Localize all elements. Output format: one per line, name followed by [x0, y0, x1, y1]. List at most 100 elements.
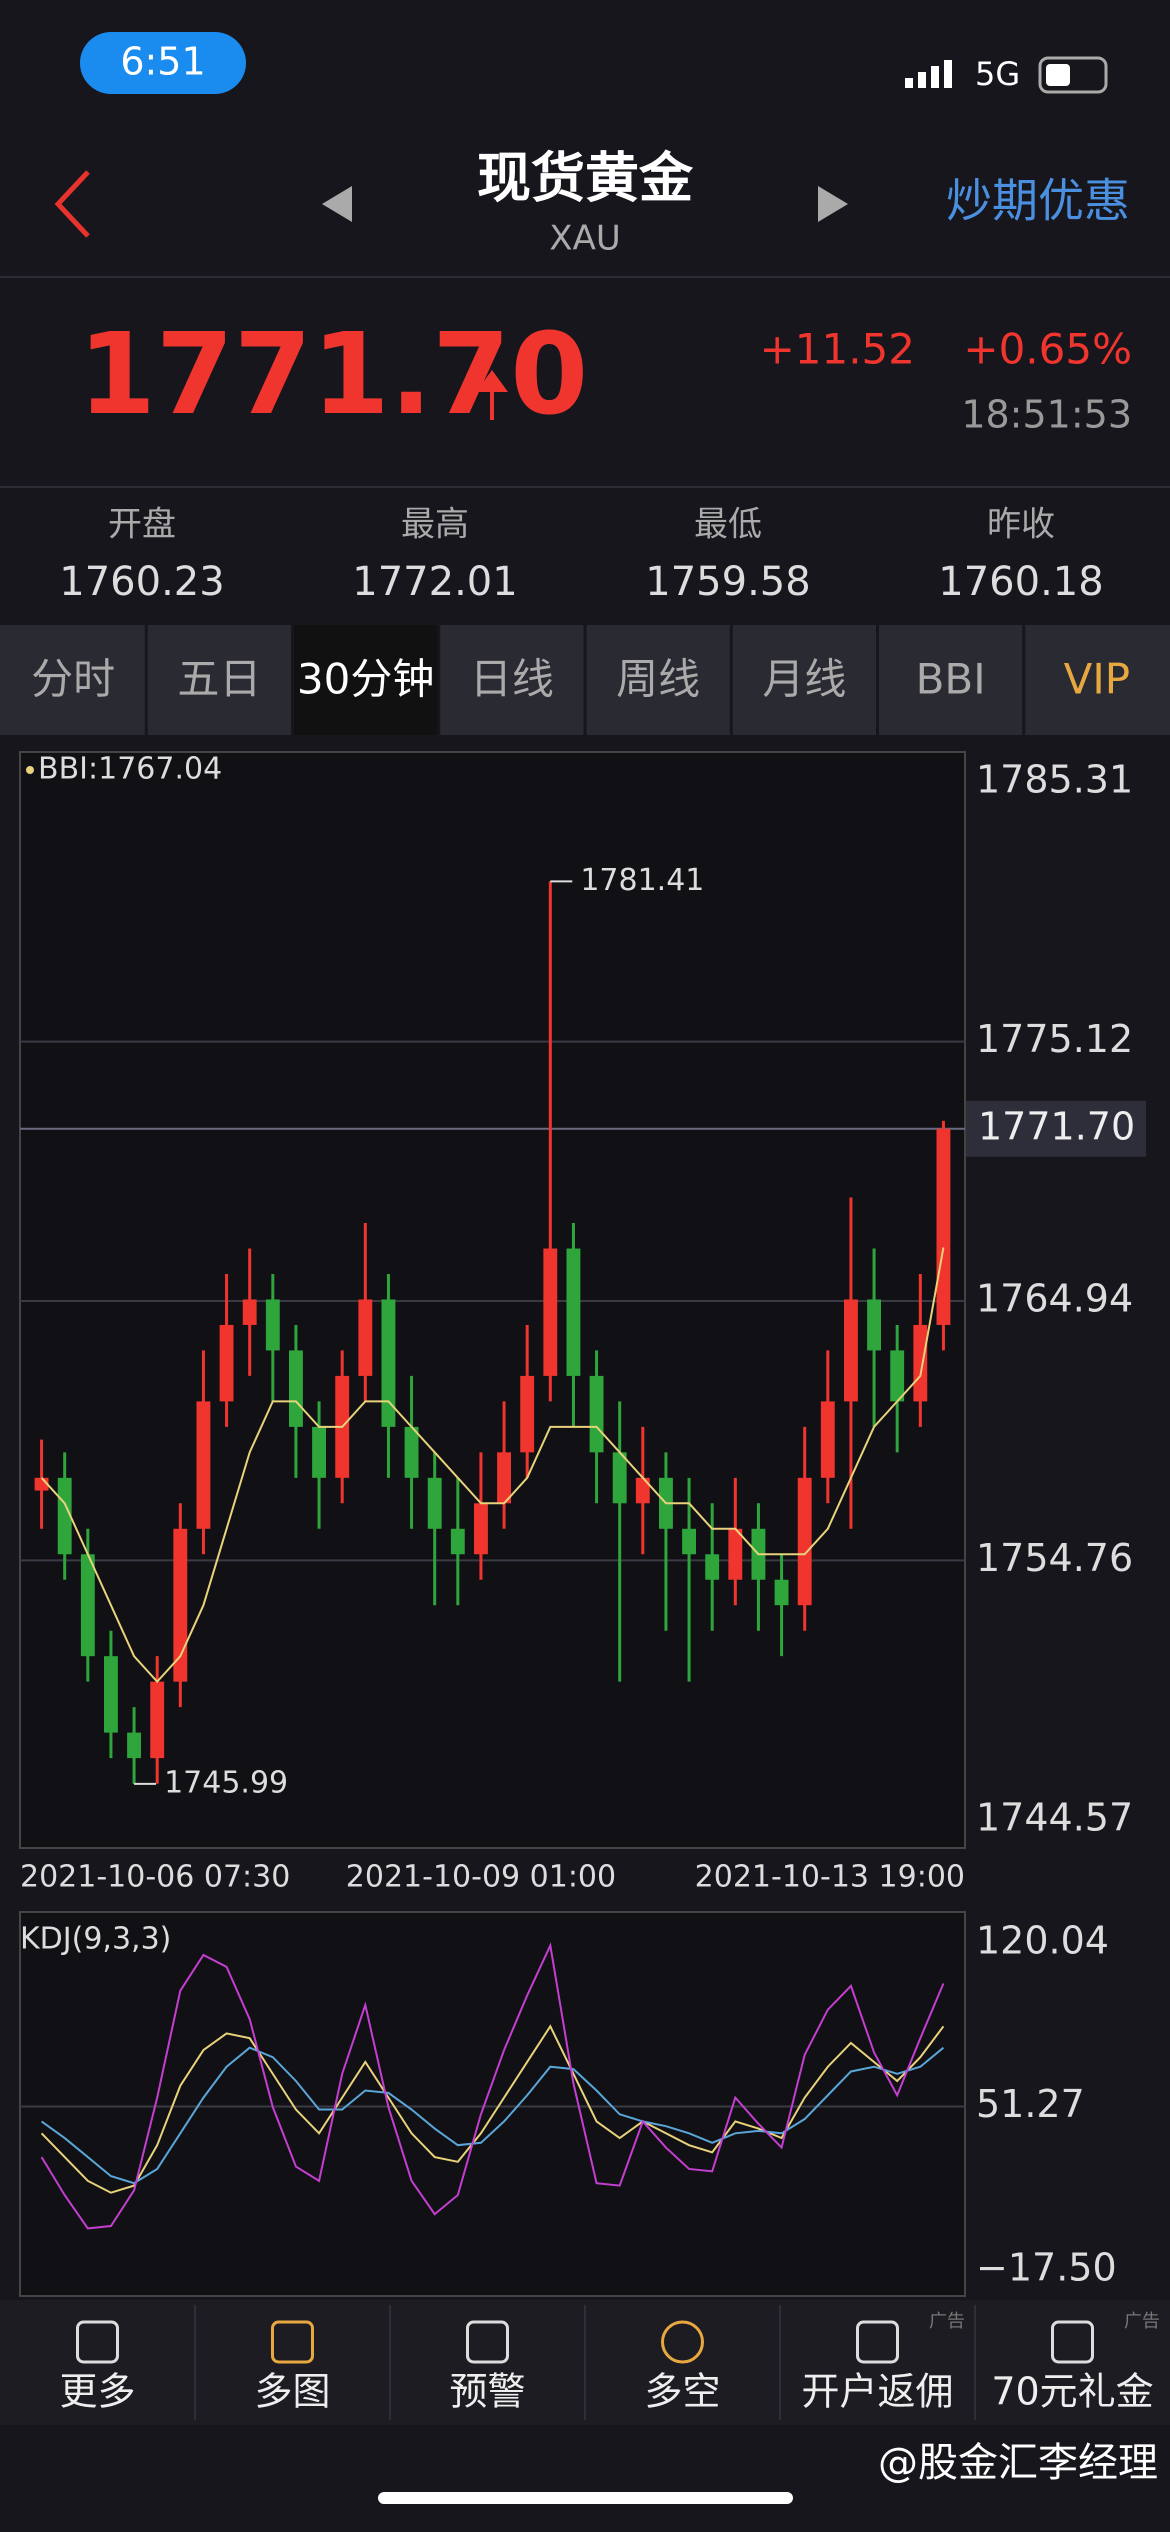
change-pct: +0.65%: [963, 325, 1132, 374]
candle-body: [450, 1528, 465, 1555]
candle-body: [566, 1248, 581, 1376]
nav-label[interactable]: 开户返佣: [801, 2370, 953, 2414]
annotation: 1745.99: [164, 1765, 288, 1800]
network: 5G: [975, 55, 1020, 93]
kdj-line: [40, 2046, 945, 2185]
candle-body: [612, 1452, 627, 1504]
candle-body: [543, 1248, 558, 1376]
battery: [1038, 56, 1108, 94]
y-tick-label: 1754.76: [976, 1536, 1133, 1580]
y-tick-label: 1764.94: [976, 1277, 1133, 1321]
bbi-line: [40, 1247, 945, 1684]
tab[interactable]: BBI: [916, 655, 986, 704]
stat-label: 最低: [694, 505, 762, 545]
nav-label[interactable]: 更多: [59, 2370, 135, 2414]
y-tick-label: 1744.57: [976, 1796, 1133, 1840]
nav-label[interactable]: 多图: [254, 2370, 330, 2414]
candle-body: [150, 1681, 165, 1759]
indicator-label: BBI:1767.04: [38, 752, 222, 787]
status-time: 6:51: [120, 40, 205, 84]
candle-body: [242, 1299, 257, 1325]
time-pill: [80, 32, 246, 94]
x-tick-label: 2021-10-06 07:30: [20, 1860, 290, 1895]
stat-label: 开盘: [108, 505, 176, 545]
y-tick-label: 1785.31: [976, 758, 1133, 802]
candle-body: [404, 1426, 419, 1478]
last-price-label: 1771.70: [978, 1104, 1135, 1148]
nav-icon: [856, 2320, 899, 2364]
stat-value: 1760.23: [59, 559, 224, 605]
candle-body: [381, 1299, 396, 1427]
candle-body: [265, 1299, 280, 1351]
kdj-line: [40, 1942, 945, 2230]
signal-icon: [905, 60, 952, 88]
tab[interactable]: 月线: [762, 655, 846, 704]
nav-label[interactable]: 70元礼金: [991, 2370, 1153, 2414]
candle-body: [774, 1579, 789, 1606]
candle-body: [57, 1477, 72, 1555]
price: 1771.70: [78, 310, 588, 440]
candle-body: [219, 1324, 234, 1402]
title: 现货黄金: [477, 147, 694, 210]
back-button[interactable]: [54, 170, 90, 238]
candle-body: [936, 1128, 951, 1325]
ad-label: 广告: [929, 2311, 965, 2332]
candle-body: [289, 1350, 303, 1427]
home-indicator: [378, 2492, 793, 2504]
tab[interactable]: 五日: [177, 655, 261, 704]
tab[interactable]: 分时: [31, 655, 115, 704]
candle-body: [844, 1299, 858, 1402]
stat-value: 1759.58: [645, 559, 810, 605]
nav-label[interactable]: 预警: [449, 2370, 525, 2414]
candle-body: [196, 1401, 211, 1529]
kdj-title: KDJ(9,3,3): [20, 1922, 171, 1957]
prev-button[interactable]: [322, 186, 352, 222]
candle-body: [867, 1299, 881, 1351]
candle-body: [104, 1656, 118, 1733]
change: +11.52: [760, 325, 915, 374]
candle-body: [173, 1528, 188, 1682]
candle-body: [820, 1401, 835, 1478]
tab[interactable]: VIP: [1064, 655, 1130, 704]
y-tick-label: −17.50: [976, 2246, 1117, 2290]
nav-icon: [76, 2320, 119, 2364]
stat-label: 昨收: [987, 505, 1055, 545]
quote-time: 18:51:53: [961, 393, 1132, 437]
candle-body: [890, 1350, 905, 1402]
next-button[interactable]: [818, 186, 848, 222]
candle-body: [797, 1477, 812, 1606]
nav-icon: [1051, 2320, 1094, 2364]
x-tick-label: 2021-10-09 01:00: [346, 1860, 616, 1895]
candle-body: [589, 1375, 604, 1453]
tab[interactable]: 日线: [470, 655, 554, 704]
kdj-panel: [19, 1911, 966, 2297]
candle-body: [913, 1324, 928, 1402]
battery-level: [1046, 64, 1070, 86]
stat-label: 最高: [401, 505, 469, 545]
tab[interactable]: 30分钟: [297, 655, 434, 704]
candle-body: [520, 1375, 535, 1453]
candle-body: [427, 1477, 442, 1529]
candle-body: [312, 1426, 326, 1478]
stat-value: 1772.01: [352, 559, 517, 605]
last-price-box: [966, 1100, 1146, 1157]
x-tick-label: 2021-10-13 19:00: [695, 1860, 965, 1895]
indicator-dot: [26, 766, 34, 774]
promo[interactable]: 炒期优惠: [946, 174, 1130, 228]
nav-icon: [466, 2320, 509, 2364]
watermark: @股金汇李经理: [878, 2440, 1158, 2486]
y-tick-label: 51.27: [976, 2082, 1085, 2126]
candle-body: [80, 1554, 95, 1657]
nav-label[interactable]: 多空: [644, 2370, 720, 2414]
candle-body: [728, 1528, 743, 1580]
up-arrow: [476, 370, 508, 420]
y-tick-label: 1775.12: [976, 1017, 1133, 1061]
tab[interactable]: 周线: [616, 655, 700, 704]
stat-value: 1760.18: [938, 559, 1103, 605]
candle-body: [682, 1528, 696, 1555]
candle-body: [474, 1503, 488, 1555]
kdj-line: [40, 2024, 945, 2194]
ad-label: 广告: [1124, 2311, 1160, 2332]
candle-body: [705, 1554, 720, 1580]
